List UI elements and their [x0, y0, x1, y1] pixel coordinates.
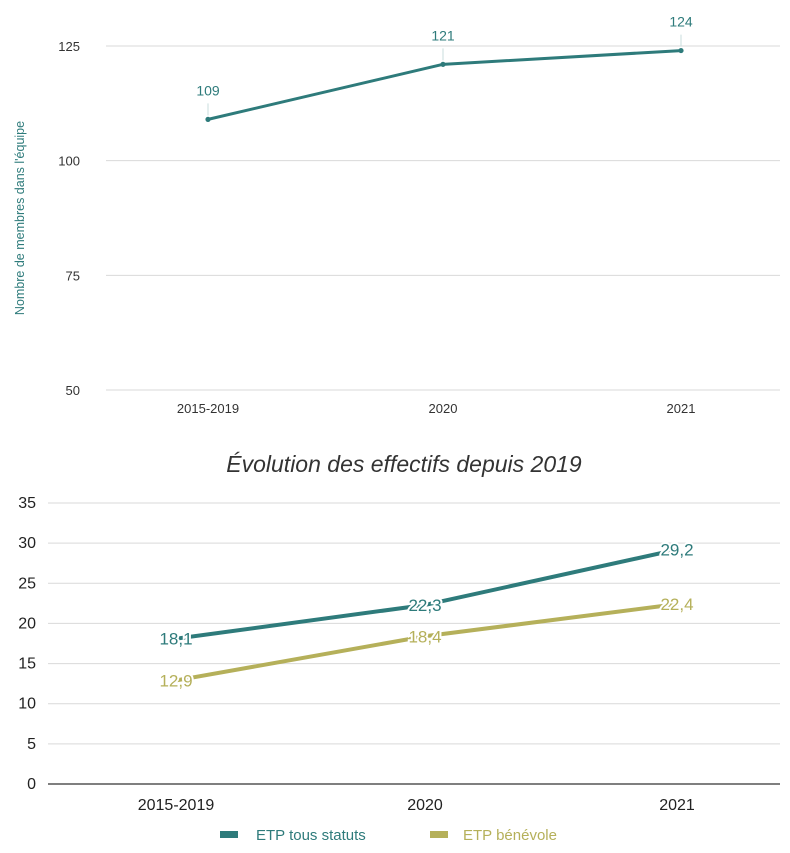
- legend-label: ETP tous statuts: [256, 827, 366, 844]
- y-tick-label: 35: [18, 495, 36, 512]
- series-line: [206, 49, 683, 121]
- data-label: 22,4: [660, 595, 693, 614]
- x-tick-label: 2021: [659, 797, 695, 814]
- data-label: 18,4: [408, 627, 441, 646]
- y-axis-label: Nombre de membres dans l'équipe: [13, 121, 27, 315]
- data-point: [440, 61, 446, 67]
- y-tick-label: 100: [58, 154, 80, 169]
- y-tick-label: 0: [27, 776, 36, 793]
- x-tick-label: 2020: [407, 797, 443, 814]
- chart-2: 0 5 10 15 20 25 30 35 2015-2019 2020 2021 Évolution…: [18, 451, 780, 844]
- x-tick-label: 2015-2019: [177, 401, 239, 416]
- data-label: 29,2: [660, 541, 693, 560]
- x-tick-label: 2021: [667, 401, 696, 416]
- data-point: [205, 116, 211, 122]
- legend-swatch: [430, 831, 448, 838]
- y-tick-label: 50: [66, 383, 80, 398]
- y-tick-label: 25: [18, 575, 36, 592]
- legend-swatch: [220, 831, 238, 838]
- data-label: 18,1: [159, 630, 192, 649]
- data-label: 12,9: [159, 671, 192, 690]
- data-label: 121: [431, 27, 455, 43]
- data-label: 22,3: [408, 596, 441, 615]
- series-line: [174, 602, 679, 683]
- x-tick-label: 2020: [429, 401, 458, 416]
- chart-1: 50 75 100 125 2015-2019 2020 2021 Nombre de mem…: [13, 14, 780, 416]
- y-tick-label: 30: [18, 535, 36, 552]
- chart-title: Évolution des effectifs depuis 2019: [226, 451, 582, 477]
- y-tick-label: 20: [18, 615, 36, 632]
- data-label: 109: [196, 82, 220, 98]
- y-tick-label: 15: [18, 656, 36, 673]
- series-line: [174, 547, 679, 641]
- y-tick-label: 125: [58, 39, 80, 54]
- x-tick-label: 2015-2019: [138, 797, 215, 814]
- y-tick-label: 10: [18, 696, 36, 713]
- data-label: 124: [669, 14, 693, 30]
- data-point: [678, 47, 684, 54]
- y-tick-label: 75: [66, 268, 80, 283]
- y-tick-label: 5: [27, 736, 36, 753]
- legend-label: ETP bénévole: [463, 827, 557, 844]
